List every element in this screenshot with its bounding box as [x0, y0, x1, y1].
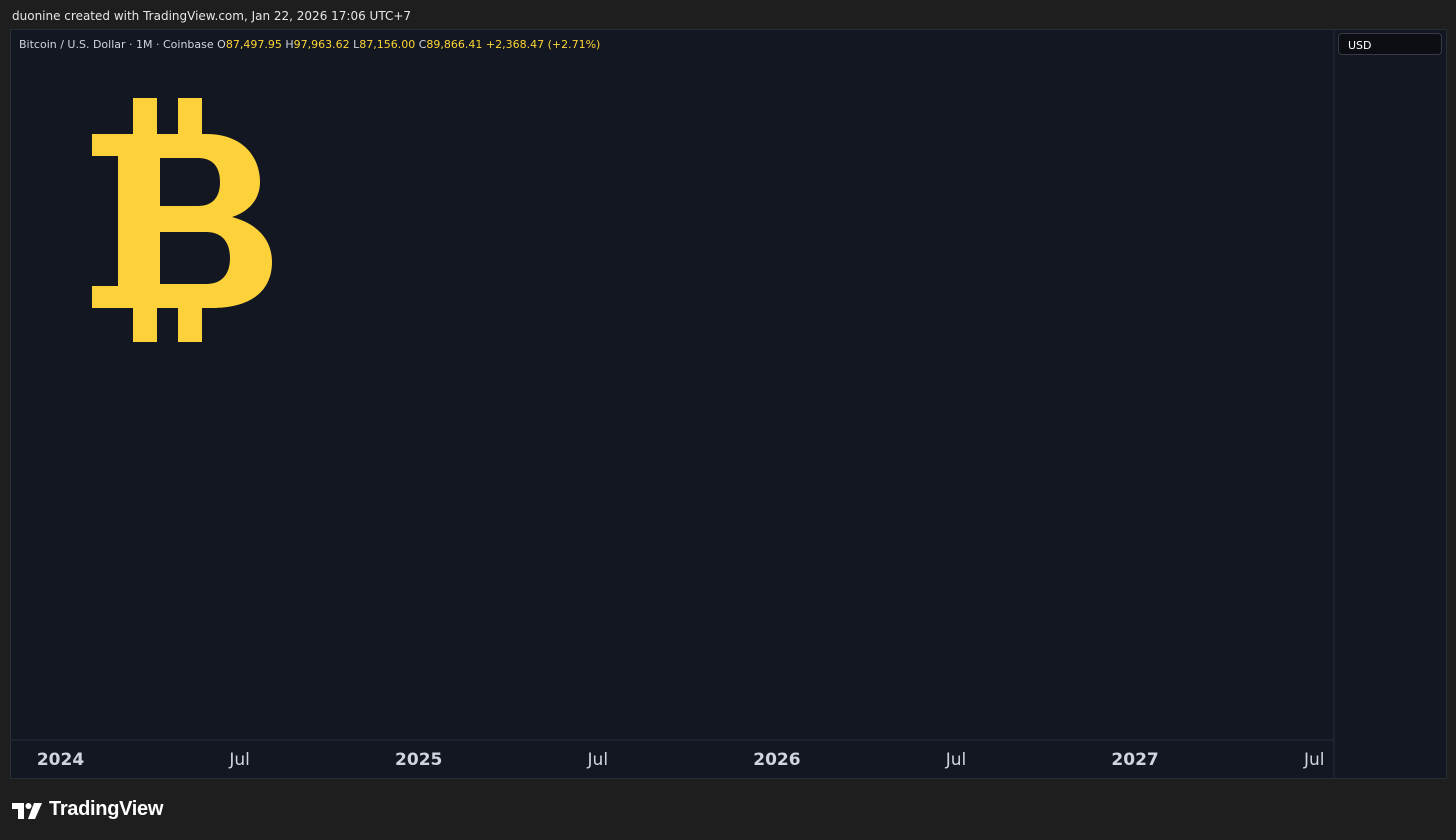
time-tick-label: Jul — [1303, 750, 1325, 770]
time-tick-label: 2024 — [37, 750, 84, 770]
time-tick-label: 2027 — [1111, 750, 1158, 770]
high-value: 97,963.62 — [293, 38, 350, 51]
time-tick-label: Jul — [945, 750, 967, 770]
time-tick-label: Jul — [228, 750, 250, 770]
change-value: +2,368.47 (+2.71%) — [485, 38, 601, 51]
tradingview-logo-icon — [12, 803, 42, 819]
close-label: C — [418, 38, 427, 51]
tradingview-wordmark: TradingView — [49, 798, 164, 820]
creator-line: duonine created with TradingView.com, Ja… — [12, 9, 412, 23]
time-tick-label: Jul — [587, 750, 609, 770]
time-tick-label: 2025 — [395, 750, 442, 770]
close-value: 89,866.41 — [426, 38, 483, 51]
bitcoin-logo-icon — [92, 98, 272, 342]
time-axis[interactable]: 2024 Jul 2025 Jul 2026 Jul 2027 Jul — [37, 750, 1325, 770]
top-bar: duonine created with TradingView.com, Ja… — [0, 0, 1456, 30]
symbol-legend: Bitcoin / U.S. Dollar · 1M · Coinbase O8… — [19, 38, 600, 51]
open-label: O — [217, 38, 226, 51]
symbol-name: Bitcoin / U.S. Dollar · 1M · Coinbase — [19, 38, 214, 51]
open-value: 87,497.95 — [225, 38, 282, 51]
low-label: L — [353, 38, 360, 51]
low-value: 87,156.00 — [359, 38, 416, 51]
currency-button[interactable]: USD — [1338, 33, 1442, 55]
time-tick-label: 2026 — [753, 750, 800, 770]
high-label: H — [285, 38, 294, 51]
